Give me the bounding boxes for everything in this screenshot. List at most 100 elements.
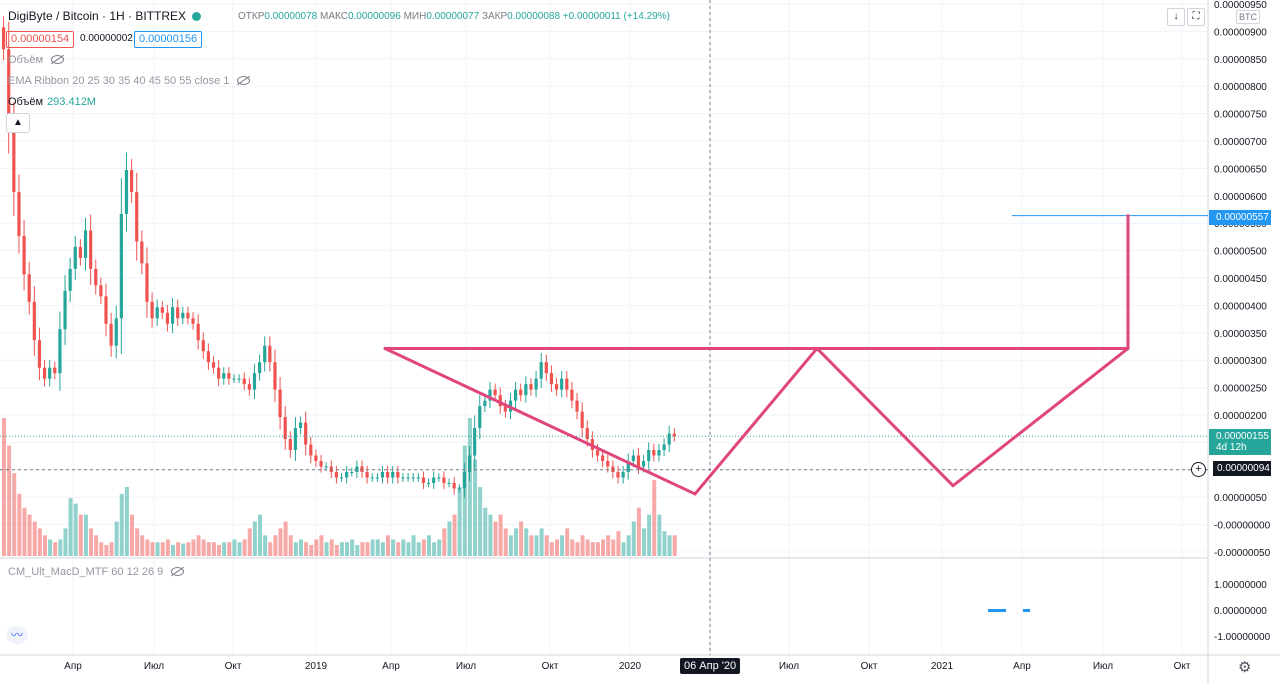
- volume-bar: [467, 418, 472, 556]
- price-tick-label: 0.00000350: [1214, 329, 1267, 340]
- candle: [73, 246, 77, 269]
- candle: [83, 230, 88, 258]
- candle: [350, 471, 354, 473]
- volume-bar: [273, 535, 278, 556]
- gear-icon[interactable]: ⚙: [1238, 659, 1252, 676]
- candle: [32, 301, 36, 341]
- candle: [539, 362, 543, 379]
- spread-value: 0.00000002: [80, 33, 133, 44]
- volume-bar: [539, 528, 544, 556]
- volume-bar: [575, 542, 580, 556]
- volume-bar: [401, 539, 406, 556]
- macd-legend[interactable]: CM_Ult_MacD_MTF 60 12 26 9: [8, 566, 185, 578]
- volume-legend[interactable]: Объём 293.412M: [8, 96, 96, 108]
- volume-bar: [416, 542, 421, 556]
- volume-bar: [514, 528, 518, 556]
- candle: [206, 351, 210, 363]
- candle: [488, 389, 492, 401]
- candle: [585, 428, 589, 440]
- volume-bar: [114, 521, 119, 556]
- volume-bar: [391, 539, 396, 556]
- eye-hidden-icon[interactable]: [237, 76, 251, 85]
- candle: [222, 373, 226, 379]
- volume-bar: [263, 535, 268, 556]
- volume-bar: [7, 445, 12, 556]
- volume-bar: [165, 539, 170, 556]
- volume-bar: [601, 539, 606, 556]
- candle: [27, 274, 31, 302]
- symbol-title[interactable]: DigiByte / Bitcoin · 1H · BITTREX: [8, 9, 202, 23]
- volume-bar: [508, 535, 513, 556]
- volume-bar: [242, 539, 247, 556]
- candle: [437, 477, 441, 479]
- candle: [611, 466, 615, 472]
- volume-bar: [94, 535, 99, 556]
- eye-hidden-icon[interactable]: [171, 567, 185, 576]
- volume-bar: [452, 514, 457, 556]
- candle: [186, 312, 190, 319]
- candle: [601, 455, 605, 462]
- candle: [473, 428, 477, 456]
- volume-bar: [339, 542, 344, 556]
- collapse-legend-button[interactable]: ▲: [6, 113, 30, 133]
- volume-bar: [53, 542, 58, 556]
- volume-bar: [196, 535, 201, 556]
- fullscreen-icon[interactable]: ⛶: [1187, 8, 1205, 26]
- volume-bar: [278, 528, 283, 556]
- candle: [442, 477, 446, 483]
- volume-bar: [99, 542, 104, 556]
- candle: [452, 482, 456, 489]
- tradingview-logo-icon[interactable]: 〰: [6, 626, 28, 644]
- volume-bar: [642, 528, 646, 556]
- candle: [554, 384, 559, 390]
- candle: [273, 362, 277, 390]
- price-tick-label: 0.00000300: [1214, 356, 1267, 367]
- sell-price-button[interactable]: 0.00000154: [6, 31, 75, 48]
- add-alert-icon[interactable]: +: [1191, 462, 1206, 477]
- currency-badge[interactable]: BTC: [1236, 10, 1260, 24]
- volume-bar: [360, 542, 365, 556]
- candle: [247, 384, 251, 390]
- time-tick-label: Окт: [861, 661, 878, 672]
- download-icon[interactable]: ↓: [1167, 8, 1185, 26]
- candle: [534, 378, 538, 390]
- candle: [63, 290, 67, 330]
- volume-bar: [2, 418, 6, 556]
- time-tick-label: 2021: [931, 661, 954, 672]
- candle: [334, 471, 338, 478]
- volume-bar: [421, 539, 426, 556]
- volume-bar: [58, 539, 63, 556]
- volume-bar: [73, 503, 78, 556]
- eye-hidden-icon[interactable]: [51, 55, 65, 64]
- volume-bar: [493, 521, 498, 556]
- candle: [155, 307, 159, 319]
- volume-bar: [298, 539, 303, 556]
- time-tick-label: 2020: [619, 661, 642, 672]
- volume-bar: [145, 539, 150, 556]
- candle: [89, 230, 93, 269]
- volume-bar: [534, 535, 539, 556]
- volume-bar: [606, 535, 611, 556]
- volume-hidden-legend[interactable]: Объём: [8, 54, 65, 66]
- volume-bar: [529, 535, 534, 556]
- volume-bar: [483, 507, 488, 556]
- volume-bar: [580, 535, 585, 556]
- candle: [252, 373, 257, 390]
- candle: [426, 482, 431, 484]
- volume-bar: [288, 535, 293, 556]
- candle: [37, 340, 42, 368]
- buy-price-button[interactable]: 0.00000156: [134, 31, 203, 48]
- candle: [616, 471, 620, 478]
- candle: [268, 345, 272, 363]
- candle: [283, 417, 287, 440]
- crosshair-price-label: 0.00000094: [1213, 461, 1271, 476]
- volume-bar: [447, 521, 452, 556]
- candle: [201, 340, 205, 352]
- volume-bar: [657, 514, 662, 556]
- candle: [109, 323, 113, 346]
- ema-ribbon-legend[interactable]: EMA Ribbon 20 25 30 35 40 45 50 55 close…: [8, 75, 251, 87]
- candle: [211, 362, 216, 368]
- candle: [232, 378, 236, 380]
- volume-bar: [324, 542, 329, 556]
